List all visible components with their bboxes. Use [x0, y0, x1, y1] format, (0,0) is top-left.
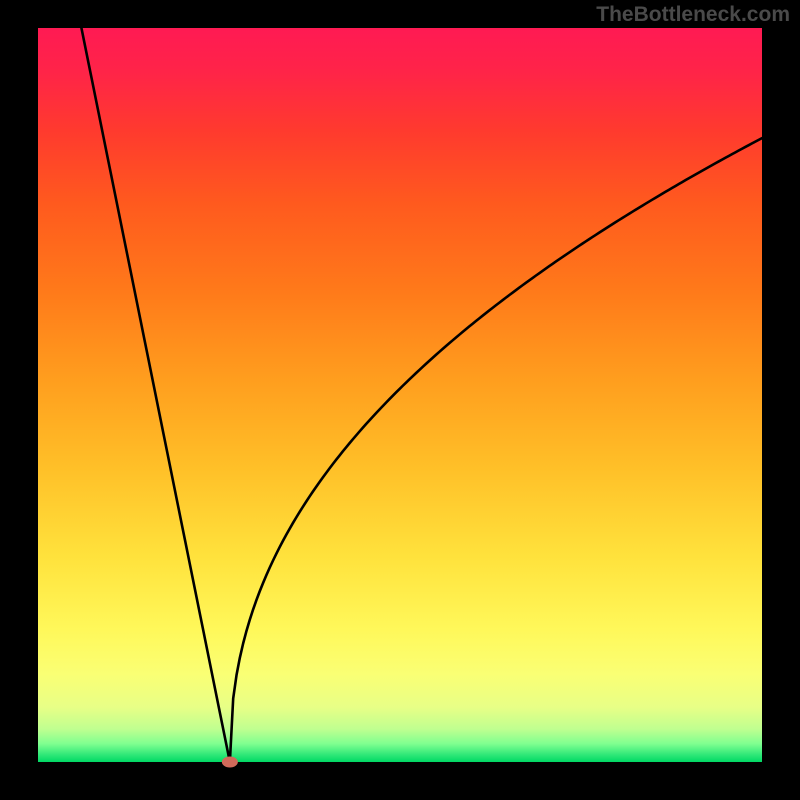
chart-container: TheBottleneck.com: [0, 0, 800, 800]
watermark-text: TheBottleneck.com: [596, 3, 790, 27]
optimal-point-marker: [222, 757, 238, 768]
bottleneck-chart: [0, 0, 800, 800]
plot-gradient-background: [38, 28, 762, 762]
